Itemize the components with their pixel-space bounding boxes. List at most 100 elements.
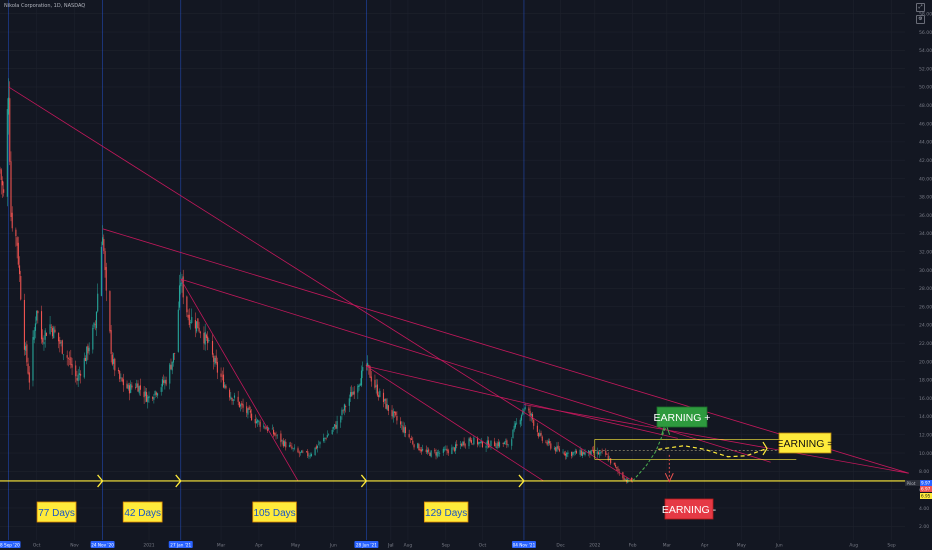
candle [426,447,429,455]
candle [540,430,542,438]
candle [349,386,352,402]
candle [384,398,386,404]
y-tick-label: 8.00 [919,469,929,475]
candle [306,450,308,453]
y-tick-label: 18.00 [919,378,932,384]
trendline [366,365,544,482]
candle [404,425,407,438]
candle [87,343,89,360]
candle [494,437,496,447]
candle [605,448,607,457]
candle [479,441,481,448]
x-tick-label: Aug [404,543,413,549]
x-tick-highlight [511,541,536,548]
candle [358,383,360,391]
candle [11,206,13,232]
y-tick-label: 16.00 [919,396,932,402]
y-tick-label: 30.00 [919,268,932,274]
arrow-head [518,474,525,488]
expand-icon[interactable]: ⤢ [916,3,925,12]
candle [470,438,472,445]
candle [613,462,615,466]
candle [43,335,45,351]
candle [231,397,233,405]
candle [187,309,189,321]
candle [249,406,251,418]
x-tick-label: Sep [442,543,450,549]
candle [146,387,148,403]
day-count-box [122,501,163,523]
candle [299,451,301,456]
arrow-head [360,474,368,488]
candle [110,324,112,363]
candle [28,366,30,390]
x-tick-highlight [168,541,193,548]
candle [42,329,44,345]
candle [44,328,46,348]
y-axis-panel [905,0,932,550]
candle [502,442,504,448]
candle [169,362,171,390]
candle [539,429,541,437]
candle [323,433,325,443]
trendline [180,278,299,482]
candle [70,349,72,369]
candle [353,385,355,399]
candle [205,333,207,341]
candle [528,406,530,414]
y-tick-label: 54.00 [919,48,932,54]
x-tick-label: Jun [329,543,337,549]
price-label: 6.97 [921,487,931,492]
candle [439,451,441,457]
candle [144,387,146,403]
candle [153,393,155,404]
price-label: 6.95 [921,494,931,499]
trendline [102,228,909,474]
candle [83,352,85,379]
candle [276,434,278,439]
candle [503,441,505,445]
candle [408,429,410,439]
candle [281,439,283,445]
arrow-head [175,474,182,488]
candle [152,396,154,402]
candle [255,417,258,424]
candle [315,444,317,450]
candle [292,447,294,452]
y-tick-label: 22.00 [919,341,932,347]
candle [422,444,424,452]
y-tick-label: 48.00 [919,103,932,109]
candle [461,442,463,447]
x-tick-highlight [90,541,115,548]
candle [463,437,465,448]
x-tick-label: Apr [255,543,263,549]
candle [198,321,200,333]
scenario-box [656,406,708,428]
candle [157,392,159,399]
candle [335,421,337,430]
candle [455,441,457,455]
candle [481,440,483,448]
candle [428,447,430,454]
price-tag-box [905,480,923,486]
candle [456,440,458,449]
candle [242,398,244,413]
candle [556,442,558,453]
candle [413,443,415,450]
settings-icon[interactable]: ⚙ [916,15,925,24]
y-tick-label: 58.00 [919,12,932,18]
candle [614,462,617,469]
candle [334,424,336,431]
candle [459,440,461,450]
candle [376,379,378,398]
candle [352,387,354,396]
candle [519,417,521,428]
candle [240,403,242,412]
candle [40,305,43,344]
candle [0,168,2,195]
candle [189,319,192,330]
y-tick-label: 44.00 [919,140,932,146]
candle [54,325,56,334]
candle [623,475,625,481]
